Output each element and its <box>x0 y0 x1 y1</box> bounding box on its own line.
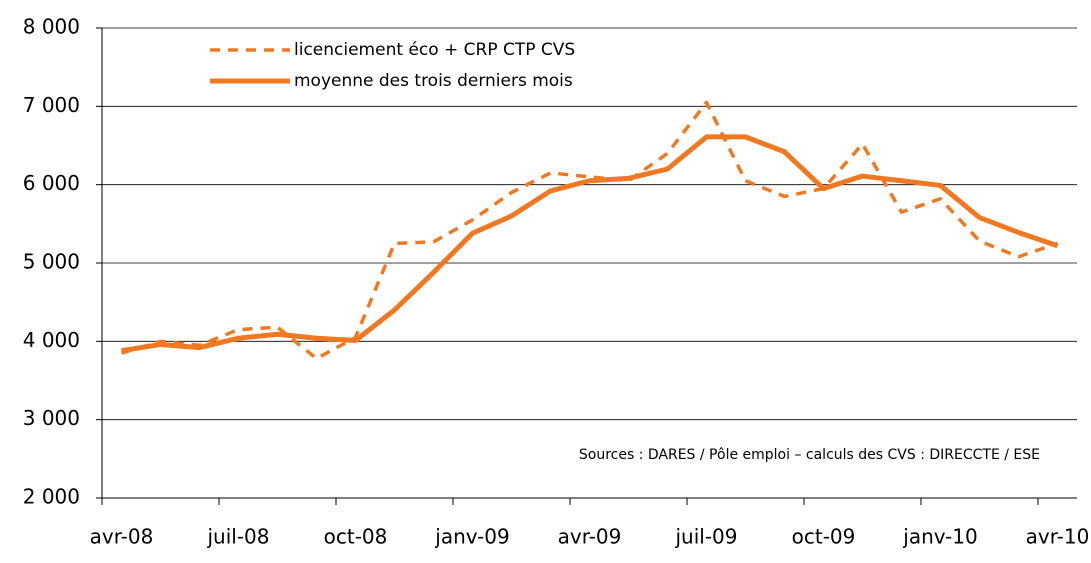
series-line <box>120 100 1059 361</box>
x-tick-label: avr-08 <box>90 525 154 549</box>
y-tick-label: 3 000 <box>23 406 80 430</box>
y-tick-label: 8 000 <box>23 15 80 39</box>
y-tick-label: 5 000 <box>23 250 80 274</box>
x-tick-label: oct-08 <box>324 525 388 549</box>
y-tick-label: 6 000 <box>23 171 80 195</box>
x-tick-label: juil-09 <box>674 525 737 549</box>
legend-box <box>200 33 750 101</box>
legend-label: moyenne des trois derniers mois <box>294 71 573 91</box>
x-tick-label: janv-09 <box>434 525 509 549</box>
y-tick-label: 4 000 <box>23 328 80 352</box>
source-note: Sources : DARES / Pôle emploi – calculs … <box>579 447 1040 463</box>
x-tick-label: avr-09 <box>558 525 622 549</box>
y-tick-label: 2 000 <box>23 485 80 509</box>
x-tick-label: oct-09 <box>792 525 856 549</box>
x-tick-label: janv-10 <box>902 525 977 549</box>
x-tick-label: juil-08 <box>206 525 269 549</box>
legend-label: licenciement éco + CRP CTP CVS <box>294 40 575 60</box>
series-line <box>121 134 1059 354</box>
y-tick-label: 7 000 <box>23 93 80 117</box>
x-tick-label: avr-10 <box>1026 525 1090 549</box>
